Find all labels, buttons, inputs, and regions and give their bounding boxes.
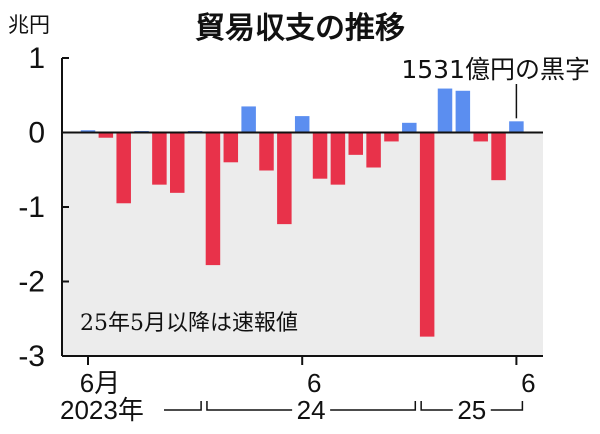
- bar-2025-05: [491, 132, 506, 181]
- bars-group: [80, 88, 524, 337]
- x-tick-label-24: 6: [521, 368, 535, 398]
- y-tick-label--2: -2: [18, 266, 45, 299]
- unit-label: 兆円: [8, 13, 50, 37]
- bar-2023-08: [116, 132, 131, 204]
- y-tick-label-1: 1: [28, 42, 45, 75]
- y-tick-label-0: 0: [28, 117, 45, 150]
- bar-2024-11: [384, 132, 399, 142]
- bar-2023-10: [152, 132, 167, 185]
- axes-group: [61, 57, 543, 411]
- bar-2025-02: [437, 88, 453, 133]
- bar-2024-04: [259, 132, 274, 171]
- y-tick-label--3: -3: [18, 340, 45, 373]
- year-label-24: 24: [297, 395, 326, 425]
- x-tick-label-0: 6月: [80, 368, 120, 398]
- annotation-label: 1531億円の黒字: [401, 55, 590, 84]
- bar-2025-06: [509, 121, 524, 133]
- bar-2024-06: [294, 116, 310, 133]
- bar-2025-04: [473, 132, 488, 142]
- bar-2025-03: [455, 90, 471, 133]
- negative-area-background: [62, 132, 543, 356]
- labels-group: 1 0 -1 -2 -3 6月 6 6 2023年 24 25 1531億円の黒字 25年5月以降は速報…: [18, 42, 590, 425]
- bar-2025-01: [419, 132, 435, 337]
- year-label-2023: 2023年: [60, 395, 144, 425]
- x-tick-label-12: 6: [307, 368, 321, 398]
- bar-2023-11: [170, 132, 185, 193]
- chart-title: 貿易収支の推移: [195, 11, 405, 46]
- year-bracket-left-24: [206, 401, 293, 411]
- bar-2023-07: [98, 132, 114, 138]
- bar-2024-02: [223, 132, 239, 163]
- bar-2024-10: [366, 132, 381, 168]
- year-bracket-left-25: [420, 401, 453, 411]
- bar-2024-12: [402, 122, 417, 133]
- bar-2024-08: [330, 132, 346, 185]
- year-bracket-right-24: [330, 401, 417, 411]
- year-bracket-2023: [164, 401, 202, 411]
- bar-2024-01: [205, 132, 221, 266]
- year-label-25: 25: [457, 395, 486, 425]
- bar-2024-07: [312, 132, 328, 179]
- bar-2023-06: [80, 130, 96, 133]
- bar-2024-09: [348, 132, 363, 155]
- year-bracket-right-25: [490, 401, 524, 411]
- bar-2024-03: [241, 106, 256, 133]
- provisional-note: 25年5月以降は速報値: [80, 311, 298, 336]
- y-tick-label--1: -1: [18, 191, 45, 224]
- bar-2024-05: [277, 132, 292, 225]
